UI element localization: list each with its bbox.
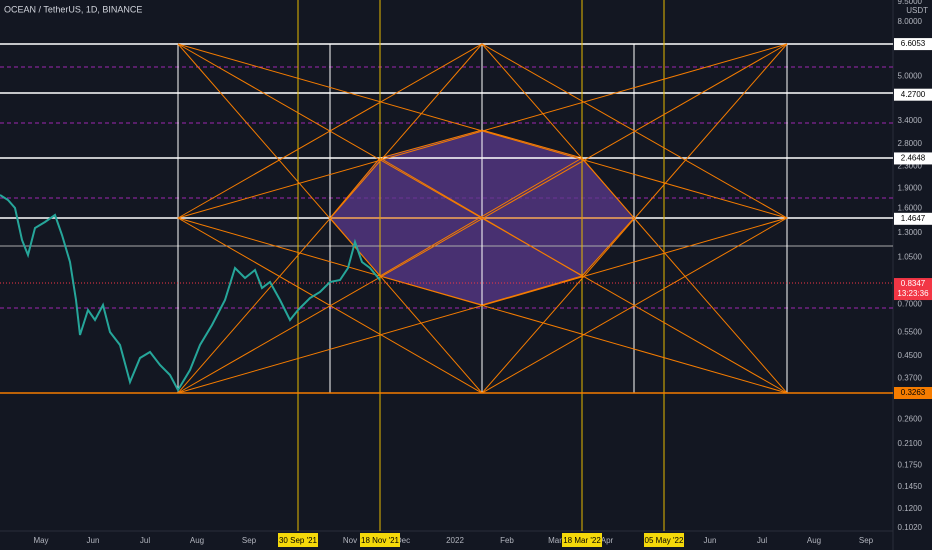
price-tick-label: 0.7000 [898,300,923,309]
currency-label: USDT [906,6,928,15]
level-label: 6.6053 [901,39,926,48]
price-tick-label: 1.0500 [898,253,923,262]
date-marker-label: 18 Nov '21 [361,536,400,545]
date-tick-label: Mar [548,536,562,545]
level-label: 2.4648 [901,154,926,163]
price-tick-label: 2.8000 [898,139,923,148]
date-marker-box [644,533,684,547]
price-tick-label: 3.4000 [898,116,923,125]
last-price-box [894,278,932,301]
price-tick-label: 0.3700 [898,374,923,383]
price-tick-label: 2.3000 [898,162,923,171]
date-tick-label: Jul [757,536,767,545]
date-tick-label: Apr [601,536,614,545]
date-tick-label: Aug [807,536,821,545]
date-tick-label: Feb [500,536,514,545]
price-tick-label: 1.6000 [898,204,923,213]
date-tick-label: May [33,536,48,545]
date-tick-label: Jul [140,536,150,545]
star-lines [0,43,893,394]
level-label: 4.2700 [901,90,926,99]
level-label-box [894,212,932,225]
countdown-label: 13:23:36 [897,289,929,298]
date-tick-label: Jun [704,536,717,545]
date-tick-label: Sep [242,536,257,545]
price-tick-label: 0.2100 [898,439,923,448]
level-label-box [894,152,932,165]
date-marker-label: 05 May '22 [645,536,684,545]
level-label-box [894,387,932,399]
price-tick-label: 1.3000 [898,228,923,237]
date-lines [297,0,665,531]
level-label-box [894,88,932,101]
date-marker-label: 30 Sep '21 [279,536,318,545]
date-marker-box [360,533,400,547]
price-tick-label: 0.4500 [898,351,923,360]
price-tick-label: 1.9000 [898,184,923,193]
date-tick-label: Nov [343,536,357,545]
level-label: 0.3263 [901,388,926,397]
date-tick-label: Aug [190,536,204,545]
date-marker-box [278,533,318,547]
price-tick-label: 0.1450 [898,482,923,491]
date-tick-label: 2022 [446,536,464,545]
date-tick-label: Sep [859,536,874,545]
price-tick-label: 0.1200 [898,504,923,513]
date-marker-label: 18 Mar '22 [563,536,601,545]
level-label-box [894,38,932,51]
price-tick-label: 5.0000 [898,72,923,81]
price-tick-label: 8.0000 [898,17,923,26]
level-label: 1.4647 [901,214,926,223]
date-marker-box [562,533,602,547]
dashed-levels [0,66,893,309]
price-tick-label: 0.1020 [898,523,923,532]
date-tick-label: Dec [396,536,410,545]
price-tick-label: 0.5500 [898,328,923,337]
chart-title: OCEAN / TetherUS, 1D, BINANCE [4,4,142,14]
price-tick-label: 0.2600 [898,414,923,423]
date-tick-label: Jun [87,536,100,545]
price-tick-label: 9.5000 [898,0,923,6]
last-price-label: 0.8347 [901,279,926,288]
price-candles [0,194,381,393]
price-tick-label: 0.1750 [898,460,923,469]
